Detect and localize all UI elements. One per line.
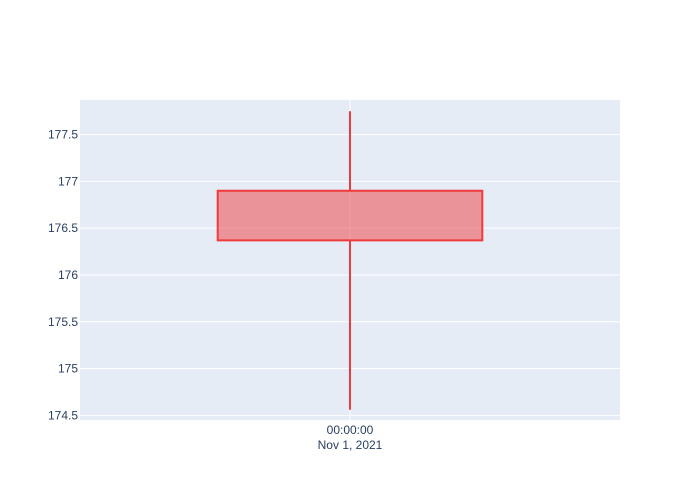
y-axis-ticks: 174.5 175 175.5 176 176.5 177 177.5 [48,128,78,423]
candles [216,111,484,410]
y-tick-label: 176.5 [48,221,78,235]
x-axis-ticks: 00:00:00 Nov 1, 2021 [318,423,383,452]
y-tick-label: 175 [58,362,78,376]
y-tick-label: 177 [58,174,78,188]
x-tick-label-date: Nov 1, 2021 [318,438,383,452]
y-tick-label: 176 [58,268,78,282]
y-tick-label: 175.5 [48,315,78,329]
y-tick-label: 177.5 [48,128,78,142]
candle-body [216,189,484,242]
y-tick-label: 174.5 [48,408,78,422]
x-tick-label-time: 00:00:00 [327,423,374,437]
